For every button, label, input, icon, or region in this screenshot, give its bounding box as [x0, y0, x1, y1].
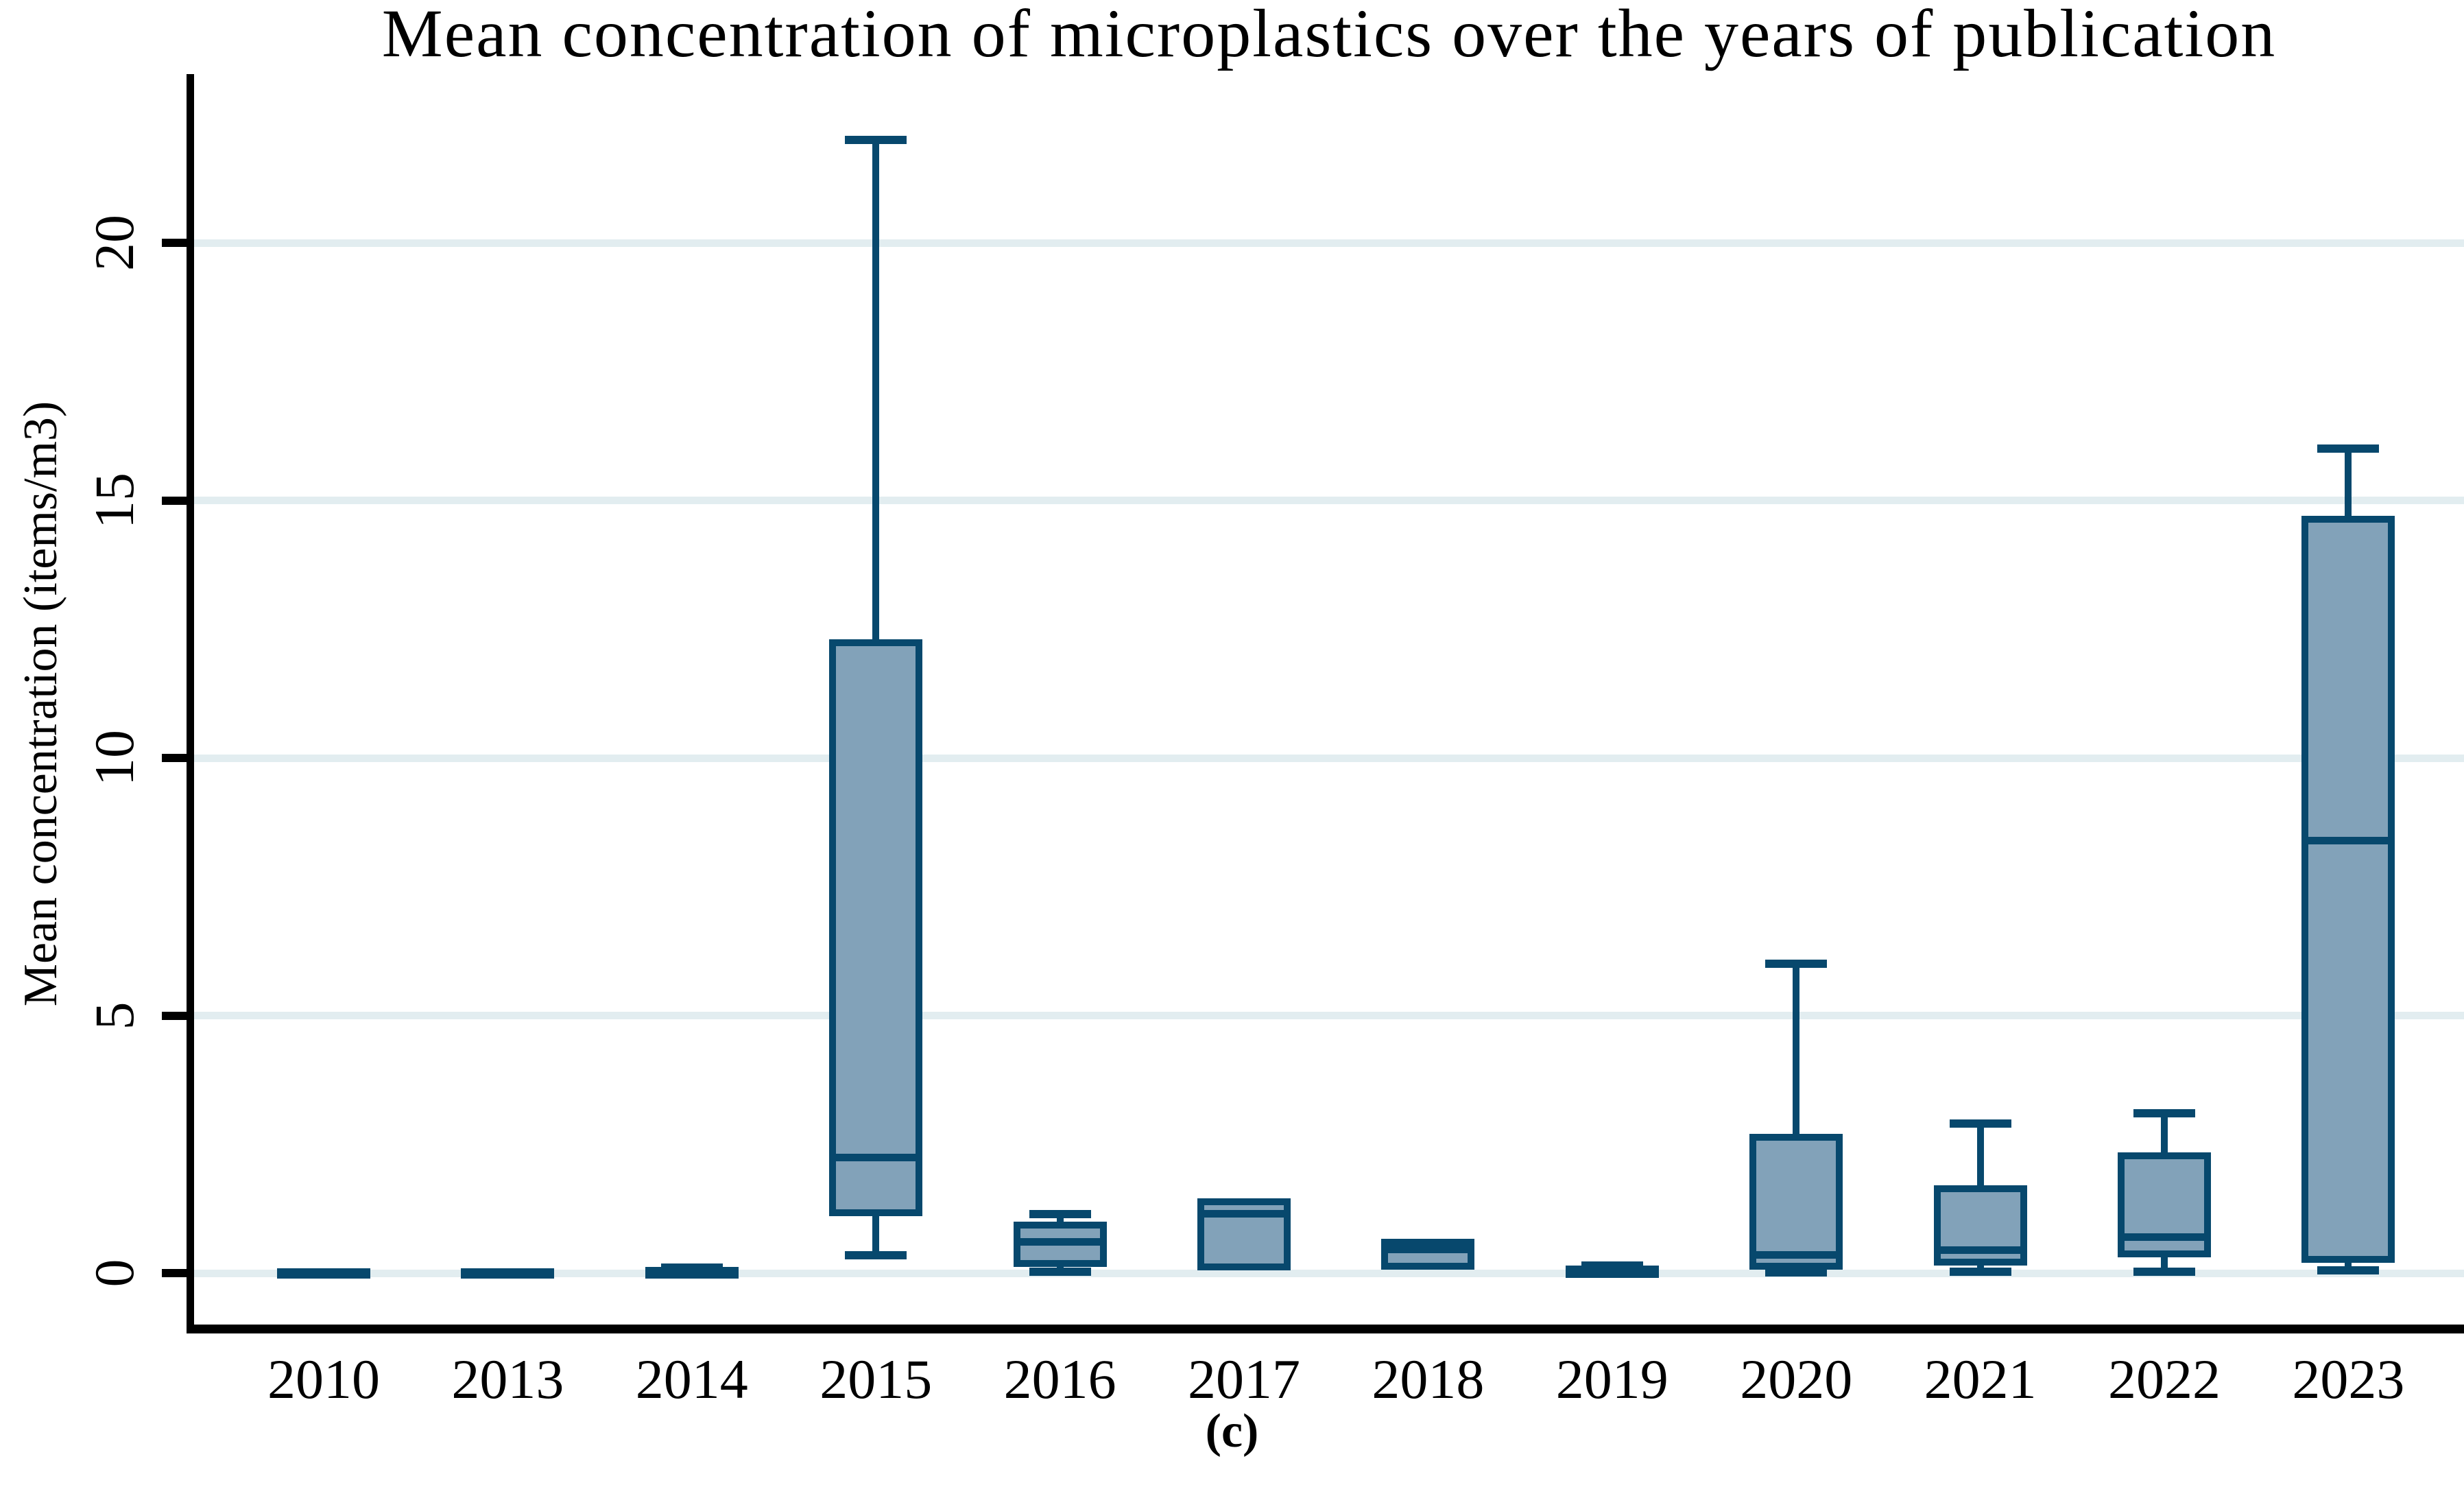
whisker-2016-lower-cap — [1029, 1267, 1091, 1276]
y-tick-5 — [162, 1011, 187, 1020]
whisker-2023-upper-stem — [2345, 449, 2352, 517]
y-tick-0 — [162, 1269, 187, 1277]
x-axis-spine — [187, 1325, 2464, 1333]
whisker-2022-lower-cap — [2133, 1268, 2195, 1277]
median-2022 — [2118, 1233, 2211, 1241]
median-2021 — [1933, 1246, 2027, 1254]
median-2016 — [1013, 1238, 1107, 1246]
whisker-2021-upper-stem — [1976, 1124, 1984, 1186]
y-tick-label-15: 15 — [83, 472, 145, 529]
figure-caption: (c) — [1205, 1405, 1259, 1458]
whisker-2020-upper-stem — [1793, 964, 1800, 1135]
y-tick-10 — [162, 754, 187, 762]
y-tick-label-0: 0 — [83, 1259, 145, 1288]
x-tick-label-2019: 2019 — [1555, 1348, 1668, 1410]
whisker-2015-lower-stem — [872, 1216, 880, 1255]
y-axis-spine — [187, 74, 194, 1333]
gridline-0 — [194, 1269, 2464, 1277]
boxplot-2010 — [277, 1268, 370, 1279]
whisker-2023-lower-cap — [2317, 1266, 2380, 1275]
x-tick-label-2010: 2010 — [267, 1348, 380, 1410]
boxplot-2019 — [1565, 1265, 1659, 1279]
whisker-2021-lower-cap — [1949, 1268, 2011, 1277]
median-2015 — [829, 1153, 923, 1161]
gridline-10 — [194, 754, 2464, 762]
boxplot-2014 — [645, 1267, 739, 1279]
gridline-15 — [194, 497, 2464, 504]
x-tick-label-2015: 2015 — [820, 1348, 933, 1410]
whisker-2022-upper-stem — [2161, 1113, 2168, 1152]
x-tick-label-2022: 2022 — [2108, 1348, 2221, 1410]
x-tick-label-2016: 2016 — [1003, 1348, 1116, 1410]
whisker-2015-upper-stem — [872, 139, 880, 640]
median-2023 — [2301, 836, 2395, 844]
whisker-2023-upper-cap — [2317, 444, 2380, 453]
gridline-20 — [194, 239, 2464, 247]
x-tick-label-2017: 2017 — [1188, 1348, 1300, 1410]
y-tick-label-5: 5 — [83, 1001, 145, 1030]
y-tick-15 — [162, 496, 187, 505]
x-tick-label-2018: 2018 — [1372, 1348, 1485, 1410]
x-tick-label-2023: 2023 — [2292, 1348, 2405, 1410]
whisker-2020-lower-cap — [1765, 1268, 1828, 1277]
y-tick-label-10: 10 — [83, 730, 145, 786]
whisker-2021-upper-cap — [1949, 1119, 2011, 1128]
x-tick-label-2014: 2014 — [635, 1348, 748, 1410]
boxplot-2017 — [1197, 1198, 1291, 1271]
median-2020 — [1749, 1251, 1843, 1259]
whisker-2015-lower-cap — [845, 1250, 907, 1259]
gridline-5 — [194, 1012, 2464, 1019]
whisker-2022-lower-stem — [2161, 1257, 2168, 1272]
y-axis-label: Mean concentration (items/m3) — [14, 401, 67, 1007]
whisker-2022-upper-cap — [2133, 1109, 2195, 1118]
y-tick-label-20: 20 — [83, 215, 145, 271]
x-tick-label-2021: 2021 — [1924, 1348, 2037, 1410]
x-tick-label-2013: 2013 — [451, 1348, 564, 1410]
median-2018 — [1381, 1246, 1475, 1254]
boxplot-2015 — [829, 639, 923, 1217]
boxplot-2018 — [1381, 1239, 1475, 1270]
whisker-2020-upper-cap — [1765, 960, 1828, 969]
median-2017 — [1197, 1210, 1291, 1218]
boxplot-2013 — [461, 1268, 555, 1279]
boxplot-2023 — [2301, 516, 2395, 1263]
boxplot-2022 — [2118, 1152, 2211, 1258]
whisker-2015-upper-cap — [845, 135, 907, 144]
y-tick-20 — [162, 239, 187, 247]
x-tick-label-2020: 2020 — [1740, 1348, 1853, 1410]
boxplot-2020 — [1749, 1134, 1843, 1270]
whisker-2016-upper-cap — [1029, 1209, 1091, 1218]
chart-title: Mean concentration of microplastics over… — [381, 0, 2277, 71]
